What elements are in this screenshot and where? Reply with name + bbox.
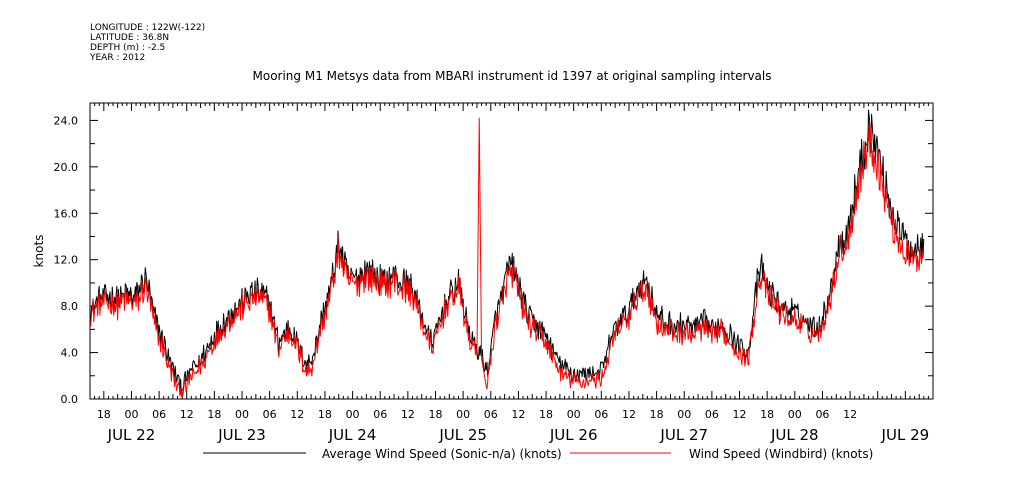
x-tick-label: 12 [290,408,304,421]
date-label: JUL 28 [770,426,819,444]
x-tick-label: 06 [594,408,608,421]
x-tick-label: 00 [346,408,360,421]
x-tick-label: 18 [207,408,221,421]
series-windbird-line [89,117,925,397]
y-tick-label: 0.0 [61,393,79,406]
x-tick-label: 06 [815,408,829,421]
date-label: JUL 22 [107,426,156,444]
axis-ticks [89,103,934,400]
x-tick-label: 06 [705,408,719,421]
x-tick-labels: 18 00 06 12 18 00 06 12 18 00 06 12 18 00 06 12 18 00 06 12… [97,408,857,421]
plot-frame [89,102,934,400]
meta-depth: DEPTH (m) : -2.5 [90,43,165,53]
y-axis-label: knots [32,235,46,268]
x-tick-label: 00 [788,408,802,421]
x-tick-label: 00 [235,408,249,421]
y-tick-labels: 0.0 4.0 8.0 12.0 16.0 20.0 24.0 [54,114,79,406]
meta-year: YEAR : 2012 [89,53,145,63]
date-label: JUL 24 [328,426,377,444]
x-tick-label: 12 [622,408,636,421]
x-tick-label: 00 [677,408,691,421]
x-tick-label: 00 [567,408,581,421]
x-tick-label: 18 [760,408,774,421]
x-tick-label: 18 [428,408,442,421]
y-tick-label: 8.0 [61,300,79,313]
legend-label-windbird: Wind Speed (Windbird) (knots) [689,447,873,461]
y-tick-label: 16.0 [54,207,79,220]
date-label: JUL 25 [438,426,487,444]
y-tick-label: 12.0 [54,254,79,267]
x-tick-label: 12 [180,408,194,421]
x-tick-label: 06 [484,408,498,421]
date-label: JUL 29 [881,426,930,444]
x-tick-label: 06 [373,408,387,421]
legend-label-average-wind-speed: Average Wind Speed (Sonic-n/a) (knots) [322,447,562,461]
legend: Average Wind Speed (Sonic-n/a) (knots) W… [203,447,873,461]
date-label: JUL 26 [549,426,598,444]
date-label: JUL 27 [659,426,708,444]
x-tick-label: 18 [97,408,111,421]
date-label: JUL 23 [217,426,266,444]
x-tick-label: 06 [263,408,277,421]
meta-longitude: LONGITUDE : 122W(-122) [90,23,205,33]
chart-title: Mooring M1 Metsys data from MBARI instru… [253,69,772,83]
x-tick-label: 12 [733,408,747,421]
x-tick-label: 12 [401,408,415,421]
y-tick-label: 20.0 [54,161,79,174]
meta-latitude: LATITUDE : 36.8N [90,33,169,43]
x-tick-label: 18 [539,408,553,421]
series-average-wind-speed-line [89,109,925,395]
x-tick-label: 00 [456,408,470,421]
x-tick-label: 18 [318,408,332,421]
y-tick-label: 24.0 [54,114,79,127]
x-tick-label: 00 [124,408,138,421]
date-labels: JUL 22 JUL 23 JUL 24 JUL 25 JUL 26 JUL 27 JUL … [107,426,930,444]
x-tick-label: 18 [650,408,664,421]
x-tick-label: 12 [511,408,525,421]
series-lines [89,109,925,397]
x-tick-label: 06 [152,408,166,421]
y-tick-label: 4.0 [61,347,79,360]
x-tick-label: 12 [843,408,857,421]
